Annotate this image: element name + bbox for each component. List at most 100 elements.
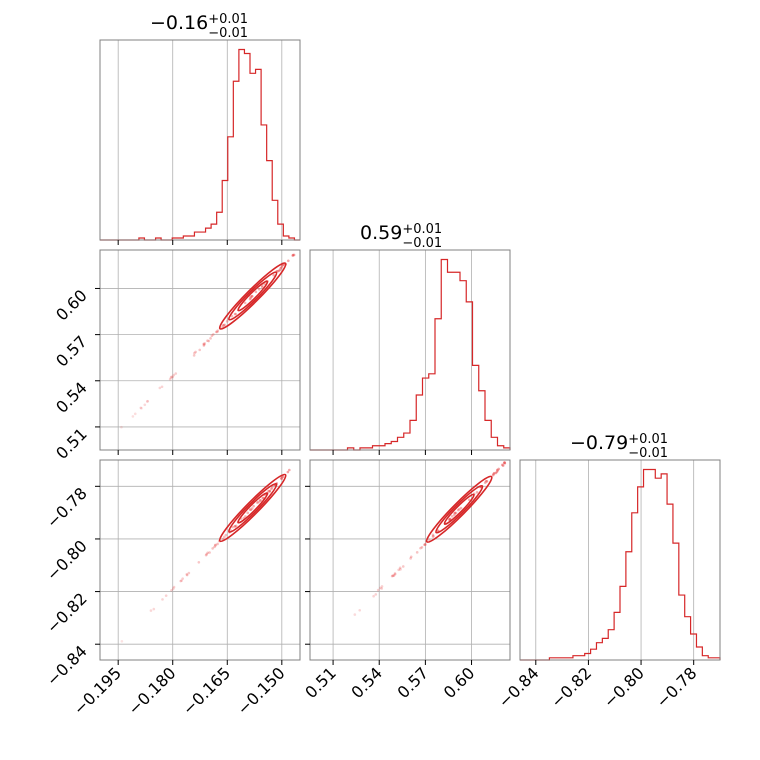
histogram-step-line bbox=[100, 48, 300, 241]
y-tick-label: 0.54 bbox=[52, 378, 91, 417]
sample-point bbox=[171, 375, 175, 379]
title-median: −0.79 bbox=[570, 432, 628, 454]
sample-point bbox=[143, 403, 147, 407]
sample-point bbox=[448, 518, 451, 521]
sample-point bbox=[261, 496, 265, 500]
sample-point bbox=[221, 537, 225, 541]
sample-point bbox=[392, 574, 395, 578]
sample-point bbox=[467, 498, 471, 502]
sample-point bbox=[172, 373, 176, 377]
sample-point bbox=[492, 472, 495, 476]
title-lower-error: −0.01 bbox=[402, 236, 442, 251]
sample-point bbox=[233, 525, 237, 528]
marginal-title: −0.79+0.01 bbox=[570, 432, 668, 454]
sample-point bbox=[181, 577, 184, 580]
y-tick-label: 0.51 bbox=[52, 424, 91, 463]
sample-point bbox=[454, 511, 458, 515]
axes-frame bbox=[99, 249, 301, 451]
sample-point bbox=[281, 475, 285, 478]
sample-point bbox=[214, 543, 217, 547]
sample-point bbox=[221, 325, 224, 329]
sample-point bbox=[233, 312, 237, 316]
title-upper-error: +0.01 bbox=[402, 222, 442, 237]
sample-point bbox=[280, 477, 284, 480]
density-contour bbox=[218, 473, 287, 543]
sample-point bbox=[214, 544, 217, 547]
sample-point bbox=[210, 334, 214, 338]
sample-point bbox=[120, 639, 124, 643]
sample-point bbox=[179, 579, 182, 583]
sample-point bbox=[483, 481, 487, 484]
sample-point bbox=[397, 568, 400, 572]
sample-point bbox=[392, 573, 396, 577]
sample-point bbox=[180, 579, 183, 582]
sample-point bbox=[409, 555, 413, 559]
sample-point bbox=[203, 342, 206, 345]
sample-point bbox=[456, 508, 460, 512]
sample-point bbox=[158, 386, 162, 390]
sample-point bbox=[353, 613, 357, 616]
sample-point bbox=[358, 608, 362, 612]
density-contour bbox=[237, 492, 269, 524]
density-contour bbox=[443, 493, 475, 525]
sample-point bbox=[215, 330, 219, 334]
axes-frame bbox=[309, 249, 511, 451]
sample-point bbox=[496, 469, 499, 472]
sample-point bbox=[393, 572, 397, 575]
sample-point bbox=[198, 348, 202, 352]
density-contour bbox=[228, 271, 278, 321]
sample-point bbox=[399, 568, 402, 571]
sample-point bbox=[286, 470, 290, 474]
sample-point bbox=[448, 518, 452, 521]
x-tick-label: −0.165 bbox=[179, 663, 234, 718]
sample-point bbox=[492, 471, 496, 475]
grid bbox=[100, 460, 300, 660]
sample-point bbox=[231, 525, 234, 529]
sample-point bbox=[140, 406, 143, 410]
sample-point bbox=[390, 574, 394, 578]
sample-point bbox=[206, 551, 209, 555]
sample-point bbox=[391, 574, 394, 578]
scatter-panel-1-2 bbox=[309, 459, 511, 661]
sample-point bbox=[280, 475, 284, 479]
histogram-step-line bbox=[310, 258, 511, 451]
sample-point bbox=[485, 479, 489, 483]
axes-frame bbox=[99, 459, 301, 661]
grid bbox=[117, 40, 283, 240]
sample-point bbox=[270, 487, 273, 491]
sample-point bbox=[197, 560, 201, 564]
axes-frame bbox=[519, 459, 721, 661]
sample-point bbox=[258, 499, 262, 502]
sample-point bbox=[249, 508, 253, 512]
sample-point bbox=[172, 585, 176, 589]
sample-point bbox=[260, 285, 264, 289]
density-contour bbox=[425, 475, 493, 543]
sample-point bbox=[457, 507, 461, 511]
sample-point bbox=[185, 573, 189, 577]
sample-point bbox=[225, 320, 229, 323]
sample-point bbox=[376, 588, 380, 592]
sample-point bbox=[276, 269, 280, 273]
sample-point bbox=[267, 489, 270, 493]
histogram-panel-1 bbox=[309, 249, 511, 451]
title-lower-error-wrap: −0.01 bbox=[208, 26, 248, 41]
title-lower-error: −0.01 bbox=[628, 446, 668, 461]
sample-point bbox=[131, 415, 135, 418]
sample-point bbox=[170, 375, 173, 379]
sample-point bbox=[222, 323, 225, 327]
title-lower-error-wrap: −0.01 bbox=[402, 236, 442, 251]
sample-point bbox=[484, 479, 488, 483]
sample-point bbox=[494, 471, 498, 475]
sample-point bbox=[213, 545, 216, 549]
sample-point bbox=[393, 572, 397, 576]
x-tick-label: −0.82 bbox=[547, 663, 595, 711]
sample-point bbox=[497, 467, 501, 471]
sample-point bbox=[281, 263, 285, 267]
sample-point bbox=[174, 372, 178, 375]
x-tick-label: −0.80 bbox=[600, 663, 648, 711]
title-upper-error: +0.01 bbox=[208, 12, 248, 27]
sample-point bbox=[452, 513, 456, 517]
density-contour bbox=[228, 482, 278, 533]
sample-point bbox=[230, 314, 234, 318]
sample-point bbox=[209, 337, 212, 340]
